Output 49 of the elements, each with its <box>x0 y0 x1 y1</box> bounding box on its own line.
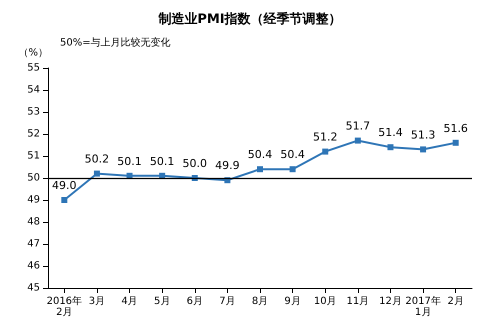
point <box>257 166 263 172</box>
chart-title: 制造业PMI指数（经季节调整） <box>157 11 342 27</box>
y-tick-label: 45 <box>27 282 40 294</box>
point <box>290 166 296 172</box>
x-tick-label: 7月 <box>219 296 236 307</box>
x-tick-label: 4月 <box>121 296 138 307</box>
y-tick-label: 54 <box>27 84 40 96</box>
data-label: 50.4 <box>248 148 272 162</box>
x-tick-label: 12月 <box>379 296 402 307</box>
x-tick-label: 6月 <box>186 296 203 307</box>
y-tick-label: 52 <box>27 128 40 140</box>
x-tick-label: 2017年 1月 <box>405 295 441 318</box>
point <box>452 140 459 146</box>
x-tick-label: 10月 <box>314 296 337 307</box>
data-label: 50.2 <box>84 152 110 166</box>
y-tick-label: 49 <box>27 194 40 206</box>
text: 50%=与上月比较无变化 <box>60 36 171 48</box>
data-label: 50.0 <box>182 157 208 170</box>
x-tick-label: 5月 <box>154 296 170 307</box>
x-tick-label: 3月 <box>88 296 106 307</box>
y-tick-label: 51 <box>27 150 40 162</box>
point <box>387 144 394 150</box>
y-axis-title: （%） <box>18 48 48 58</box>
data-label: 50.1 <box>117 154 142 168</box>
data-label: 51.4 <box>378 126 403 140</box>
y-tick-label: 48 <box>27 216 40 228</box>
y-tick-label: 55 <box>27 62 40 74</box>
x-tick-label: 8月 <box>252 296 268 307</box>
x-tick-label: 11月 <box>346 296 370 307</box>
point <box>420 146 426 152</box>
data-label: 50.4 <box>280 148 305 162</box>
y-tick-label: 53 <box>27 106 40 118</box>
point <box>354 138 361 144</box>
data-label: 49.0 <box>52 179 77 192</box>
data-label: 51.2 <box>312 130 338 144</box>
point <box>322 148 328 155</box>
data-label: 49.9 <box>215 159 240 172</box>
x-tick-label: 2016年 2月 <box>46 295 82 318</box>
x-tick-label: 9月 <box>284 296 301 307</box>
y-tick-label: 46 <box>27 260 40 272</box>
y-tick-label: 50 <box>27 172 40 184</box>
data-label: 51.6 <box>443 122 468 135</box>
y-tick-label: 47 <box>27 238 40 250</box>
point <box>61 197 68 203</box>
point <box>94 170 100 177</box>
data-label: 51.7 <box>346 120 370 133</box>
data-label: 50.1 <box>150 154 174 168</box>
x-tick-label: 2月 <box>448 296 464 307</box>
data-label: 51.3 <box>410 128 436 142</box>
